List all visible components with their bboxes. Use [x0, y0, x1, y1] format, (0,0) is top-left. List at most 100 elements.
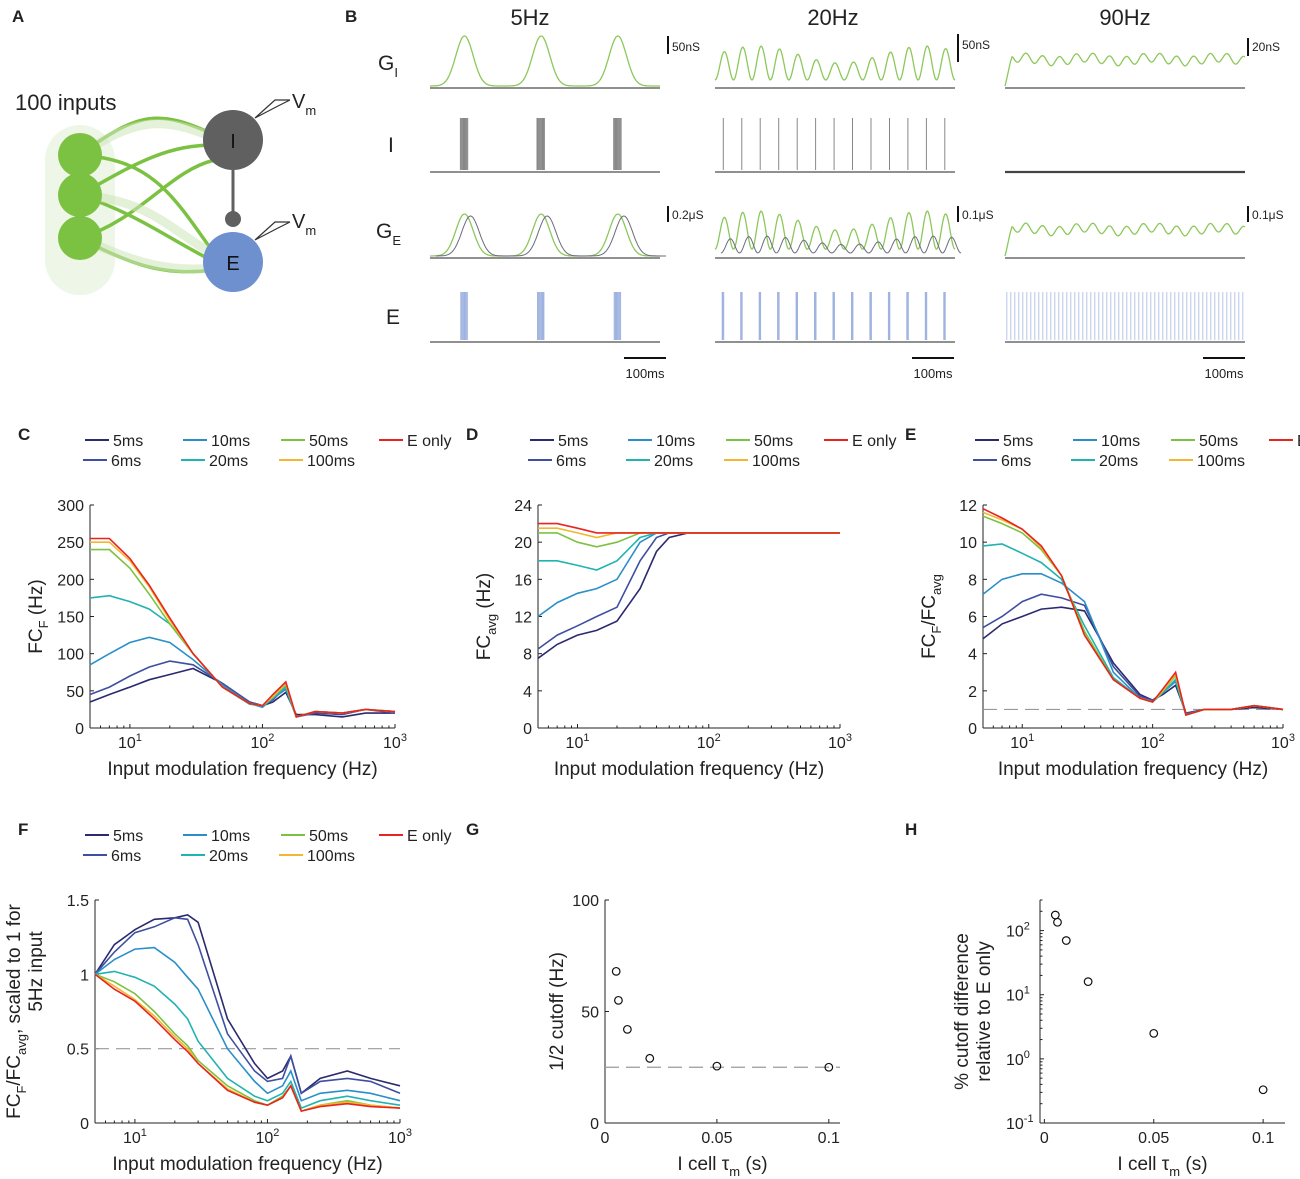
- x-tick-label: 0.05: [701, 1130, 732, 1147]
- electrode-e: [254, 221, 291, 241]
- data-point: [614, 995, 623, 1005]
- y-tick-label: 150: [57, 610, 84, 627]
- y-tick-label: 200: [57, 572, 84, 589]
- y-tick-label: 16: [514, 572, 532, 589]
- y-tick-label: 0: [968, 721, 977, 738]
- column-title-20hz: 20Hz: [807, 5, 858, 30]
- x-tick-exponent: 3: [1289, 732, 1295, 744]
- data-point: [622, 1024, 632, 1034]
- x-tick-label: 0: [1040, 1130, 1049, 1147]
- y-tick-label: 8: [968, 572, 977, 589]
- time-scalebar-20hz-label: 100ms: [913, 366, 953, 381]
- y-label-sub: avg: [14, 1034, 29, 1055]
- row-label-ge: GE: [376, 220, 401, 248]
- legend-label-20ms: 20ms: [209, 453, 248, 470]
- y-tick-base: 10: [1006, 1116, 1024, 1133]
- x-tick-label: 0.05: [1138, 1130, 1169, 1147]
- y-axis-label-line: % cutoff difference: [952, 933, 973, 1090]
- y-label-tail: (Hz): [26, 579, 47, 620]
- x-tick-base: 10: [123, 1130, 141, 1147]
- y-tick-label: 12: [959, 498, 977, 515]
- x-label-tail: (s): [1180, 1154, 1207, 1175]
- x-tick-exponent: 2: [715, 732, 721, 744]
- y-tick-base: 10: [1006, 924, 1024, 941]
- row-label-i: I: [388, 134, 394, 157]
- x-axis-label: I cell τm (s): [1117, 1154, 1207, 1179]
- panel-label-b: B: [345, 7, 357, 26]
- legend-label-50ms: 50ms: [309, 433, 348, 450]
- panel-label-f: F: [18, 820, 28, 839]
- x-label-main: I cell τ: [677, 1154, 729, 1175]
- x-tick-label: 101: [566, 732, 590, 752]
- y-tick-label: 2: [968, 684, 977, 701]
- y-label-part: , scaled to 1 for: [4, 903, 25, 1034]
- legend-label-5ms: 5ms: [558, 433, 588, 450]
- series-line-20ms: [94, 970, 401, 1110]
- inhibitory-synapse: [225, 211, 241, 227]
- x-tick-label: 103: [388, 1127, 412, 1147]
- y-label-tail: /FC: [919, 595, 940, 626]
- data-point: [611, 966, 621, 976]
- x-tick-base: 10: [388, 1130, 406, 1147]
- scalebar-ge-20hz-label: 0.1μS: [962, 208, 994, 222]
- y-axis-label-line: 5Hz input: [26, 931, 47, 1012]
- y-tick-label: 8: [523, 647, 532, 664]
- x-tick-exponent: 3: [406, 1127, 412, 1139]
- x-tick-label: 103: [828, 732, 852, 752]
- series-line-5ms: [537, 532, 840, 659]
- trace-ge-inhibited: [720, 235, 962, 254]
- legend-label-100ms: 100ms: [307, 453, 355, 470]
- x-tick-exponent: 1: [1028, 732, 1034, 744]
- trace-gi: [430, 35, 660, 87]
- data-point: [1050, 910, 1060, 920]
- y-tick-exponent: 2: [1024, 921, 1030, 933]
- x-tick-exponent: 3: [401, 732, 407, 744]
- data-point: [645, 1053, 655, 1063]
- y-tick-label: 101: [1006, 985, 1030, 1005]
- data-point: [1061, 936, 1071, 945]
- scalebar-ge-90hz-label: 0.1μS: [1252, 208, 1284, 222]
- x-tick-base: 10: [383, 735, 401, 752]
- y-tick-label: 1.5: [67, 893, 89, 910]
- scalebar-gi-90hz-label: 20nS: [1252, 40, 1280, 54]
- y-tick-label: 300: [57, 498, 84, 515]
- x-tick-label: 101: [123, 1127, 147, 1147]
- y-axis-label: FCF (Hz): [26, 579, 51, 653]
- y-label-part: /FC: [4, 1055, 25, 1086]
- series-line-6ms: [982, 593, 1284, 715]
- x-tick-exponent: 1: [141, 1127, 147, 1139]
- y-label-part: FC: [4, 1094, 25, 1119]
- y-tick-label: 0: [590, 1116, 599, 1133]
- y-label-tail: (Hz): [474, 573, 495, 614]
- e-cell: [203, 232, 263, 292]
- input-neuron-2: [58, 173, 102, 217]
- x-tick-label: 0: [601, 1130, 610, 1147]
- x-tick-base: 10: [118, 735, 136, 752]
- x-tick-label: 101: [118, 732, 142, 752]
- row-label-e: E: [386, 306, 400, 329]
- series-line-6ms: [89, 660, 396, 718]
- scalebar-gi-5hz-label: 50nS: [672, 40, 700, 54]
- y-tick-label: 10-1: [1006, 1113, 1034, 1133]
- legend-label-50ms: 50ms: [754, 433, 793, 450]
- y-tick-label: 0: [80, 1116, 89, 1133]
- legend-label-100ms: 100ms: [307, 848, 355, 865]
- network-diagram: 100 inputs I E Vm Vm: [15, 90, 316, 295]
- series-line-5ms: [982, 606, 1284, 715]
- traces: [430, 35, 1246, 343]
- legend-label-e-only: E only: [407, 433, 451, 450]
- series-line-e-only: [94, 973, 401, 1113]
- y-axis-label: FCF/FCavg: [919, 574, 944, 659]
- vm-label-i: Vm: [292, 91, 316, 118]
- y-label-sub: avg: [484, 614, 499, 635]
- column-title-5hz: 5Hz: [510, 5, 549, 30]
- series-line-e-only: [90, 537, 396, 718]
- legend-label-6ms: 6ms: [1001, 453, 1031, 470]
- series-line-5ms: [94, 914, 401, 1095]
- x-axis-label: Input modulation frequency (Hz): [112, 1154, 382, 1175]
- y-label-sub: F: [14, 1086, 29, 1094]
- data-point: [1149, 1028, 1159, 1038]
